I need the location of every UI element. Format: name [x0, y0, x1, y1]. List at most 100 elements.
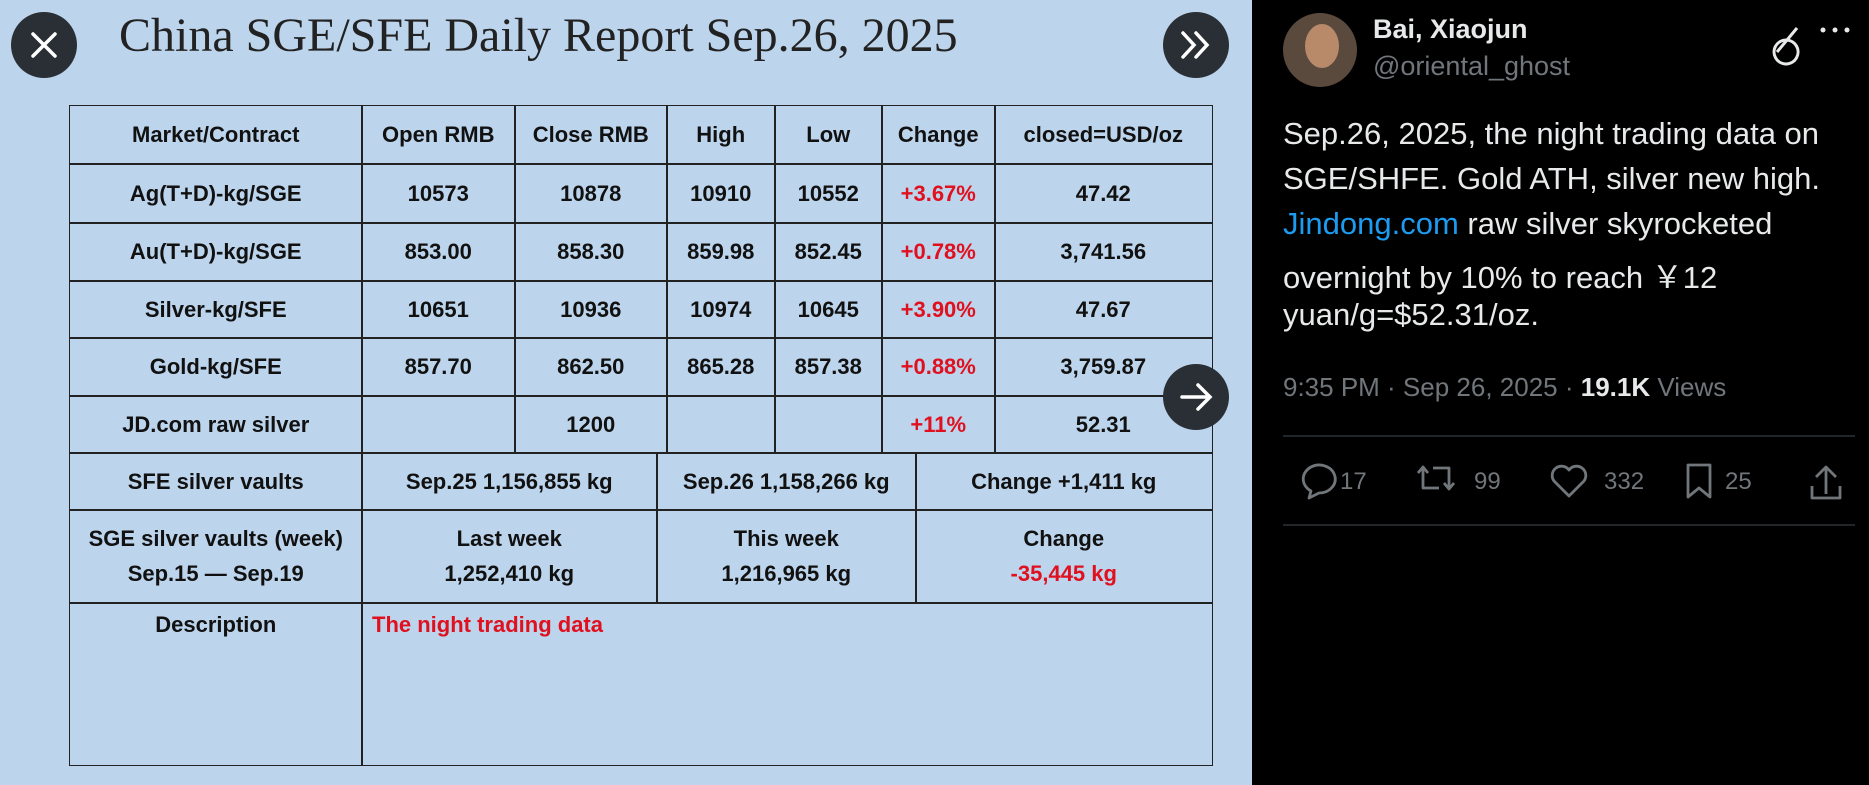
cell-text: 10878	[560, 180, 622, 206]
tweet-text: raw silver skyrocketed	[1458, 206, 1773, 241]
author-name[interactable]: Bai, Xiaojun	[1373, 14, 1528, 44]
bookmark-icon[interactable]	[1686, 463, 1712, 499]
table-cell: 865.28	[666, 337, 776, 397]
like-icon[interactable]	[1550, 464, 1588, 498]
cell-text: Close RMB	[532, 122, 649, 148]
cell-text: The night trading data	[372, 612, 603, 637]
cell-text: Sep.15 — Sep.19	[127, 561, 304, 587]
table-cell: Silver-kg/SFE	[69, 280, 363, 339]
tweet-time[interactable]: 9:35 PM · Sep 26, 2025 ·	[1283, 372, 1581, 402]
cell-text: 862.50	[557, 354, 625, 380]
table-cell: Change +1,411 kg	[915, 452, 1213, 511]
avatar-face	[1305, 24, 1339, 68]
tweet-meta: 9:35 PM · Sep 26, 2025 · 19.1K Views	[1283, 372, 1726, 403]
table-cell: +3.90%	[881, 280, 996, 339]
table-cell: Change	[881, 105, 996, 165]
table-cell: Sep.25 1,156,855 kg	[361, 452, 658, 511]
table-cell: 853.00	[361, 222, 516, 282]
cell-text: -35,445 kg	[1010, 561, 1117, 587]
table-cell: 10974	[666, 280, 776, 339]
table-cell: 852.45	[774, 222, 883, 282]
author-handle[interactable]: @oriental_ghost	[1373, 51, 1571, 81]
table-cell: Sep.26 1,158,266 kg	[656, 452, 917, 511]
cell-text: 10645	[797, 296, 859, 322]
reply-count: 17	[1340, 468, 1367, 495]
cell-text: JD.com raw silver	[122, 411, 310, 437]
table-cell: Last week 1,252,410 kg	[361, 509, 658, 604]
image-viewer: China SGE/SFE Daily Report Sep.26, 2025 …	[0, 0, 1252, 785]
table-cell: The night trading data	[361, 602, 1213, 766]
table-cell: closed=USD/oz	[994, 105, 1213, 165]
table-cell: 10651	[361, 280, 516, 339]
cell-text: 853.00	[404, 239, 472, 265]
table-cell: Close RMB	[514, 105, 668, 165]
table-cell: SGE silver vaults (week) Sep.15 — Sep.19	[69, 509, 363, 604]
cell-text: closed=USD/oz	[1023, 122, 1184, 148]
table-cell: Au(T+D)-kg/SGE	[69, 222, 363, 282]
table-cell: 858.30	[514, 222, 668, 282]
table-cell	[666, 395, 776, 454]
table-cell: Change -35,445 kg	[915, 509, 1213, 604]
table-cell: Low	[774, 105, 883, 165]
table-cell: 10910	[666, 163, 776, 224]
table-cell: 10936	[514, 280, 668, 339]
table-cell: SFE silver vaults	[69, 452, 363, 511]
cell-text: 52.31	[1075, 411, 1131, 437]
cell-text: Change	[1023, 526, 1105, 552]
like-count: 332	[1604, 468, 1645, 495]
table-cell: 10573	[361, 163, 516, 224]
views-count: 19.1K	[1580, 372, 1651, 402]
table-cell: 47.67	[994, 280, 1213, 339]
cell-text: 852.45	[794, 239, 862, 265]
cell-text: +0.78%	[900, 239, 976, 265]
table-cell: Gold-kg/SFE	[69, 337, 363, 397]
report-title: China SGE/SFE Daily Report Sep.26, 2025	[119, 9, 958, 62]
table-cell: 10878	[514, 163, 668, 224]
tweet-line: Sep.26, 2025, the night trading data on	[1283, 116, 1820, 151]
repost-count: 99	[1474, 468, 1501, 495]
table-cell: High	[666, 105, 776, 165]
reply-icon[interactable]	[1301, 463, 1337, 500]
cell-text: 865.28	[687, 354, 755, 380]
cell-text: 10910	[690, 180, 752, 206]
repost-icon[interactable]	[1416, 465, 1456, 491]
cell-text: 10974	[690, 296, 752, 322]
cell-text: 1,252,410 kg	[444, 561, 575, 587]
expand-icon	[1181, 31, 1210, 59]
tweet-line: overnight by 10% to reach ￥12	[1283, 260, 1718, 295]
cell-text: 858.30	[557, 239, 625, 265]
table-cell: Description	[69, 602, 363, 766]
cell-text: 10651	[407, 296, 469, 322]
table-cell	[361, 395, 516, 454]
more-icon[interactable]	[1820, 27, 1850, 33]
cell-text: Low	[806, 122, 851, 148]
cell-text: 10936	[560, 296, 622, 322]
cell-text: Change +1,411 kg	[971, 468, 1157, 494]
bookmark-count: 25	[1725, 468, 1752, 495]
cell-text: Silver-kg/SFE	[144, 296, 287, 322]
cell-text: +11%	[910, 411, 967, 437]
cell-text: 10573	[407, 180, 469, 206]
cell-text: High	[696, 122, 746, 148]
cell-text: Ag(T+D)-kg/SGE	[129, 180, 302, 206]
cell-text: Sep.26 1,158,266 kg	[682, 468, 890, 494]
table-cell: Ag(T+D)-kg/SGE	[69, 163, 363, 224]
table-cell: +0.78%	[881, 222, 996, 282]
cell-text: 857.70	[404, 354, 472, 380]
table-cell: 862.50	[514, 337, 668, 397]
tweet-link[interactable]: Jindong.com	[1283, 206, 1459, 241]
grok-icon[interactable]	[1772, 27, 1800, 66]
cell-text: Sep.25 1,156,855 kg	[405, 468, 613, 494]
cell-text: Gold-kg/SFE	[149, 354, 282, 380]
cell-text: +0.88%	[900, 354, 976, 380]
cell-text: SGE silver vaults (week)	[88, 526, 343, 552]
share-icon[interactable]	[1810, 465, 1842, 500]
table-cell: 859.98	[666, 222, 776, 282]
cell-text: +3.90%	[900, 296, 976, 322]
table-cell: +3.67%	[881, 163, 996, 224]
cell-text: 3,759.87	[1060, 354, 1147, 380]
table-cell: 3,741.56	[994, 222, 1213, 282]
table-cell: Market/Contract	[69, 105, 363, 165]
